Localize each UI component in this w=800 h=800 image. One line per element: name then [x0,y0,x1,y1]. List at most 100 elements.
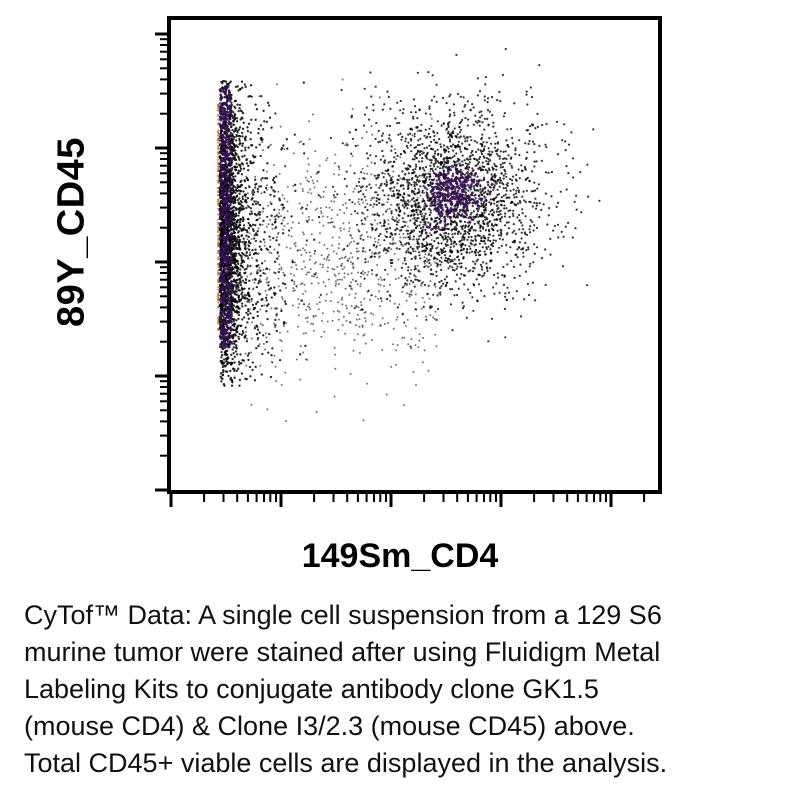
data-point [408,276,411,278]
data-point [509,177,512,181]
data-point [217,165,220,168]
data-point [447,232,450,236]
data-point [315,410,318,413]
data-point [435,318,438,321]
data-point [280,308,283,311]
data-point [221,370,225,374]
data-point [251,154,255,157]
data-point [223,353,226,356]
data-point [257,203,260,206]
data-point [302,260,305,263]
data-point [220,233,223,236]
data-point [249,312,252,315]
data-point [499,150,502,153]
data-point [408,295,411,298]
data-point [356,242,359,245]
data-point [435,274,438,277]
data-point [229,301,232,305]
data-point [343,276,346,279]
data-point [239,277,242,280]
data-point [300,208,302,210]
data-point [540,208,543,211]
data-point [224,370,227,373]
data-point [430,264,432,267]
data-point [420,284,423,287]
data-point [253,379,257,382]
data-point [377,241,379,244]
data-point [241,296,244,300]
data-point [242,121,245,124]
data-point [414,293,417,296]
data-point [217,286,220,289]
data-point [403,257,406,260]
data-point [463,238,466,241]
data-point [237,360,241,364]
data-point [313,262,316,265]
data-point [297,298,300,301]
data-point [374,295,377,298]
data-point [230,192,234,195]
data-point [231,308,235,311]
data-point [217,145,220,147]
data-point [467,270,470,273]
data-point [218,115,222,119]
data-point [236,218,240,222]
data-point [513,102,516,105]
data-point [520,237,523,240]
data-point [414,250,417,253]
data-point [220,356,223,359]
data-point [314,208,317,211]
data-point [223,313,226,316]
data-point [376,264,379,266]
data-point [251,248,254,252]
data-point [219,272,222,275]
data-point [250,337,253,340]
data-point [217,207,220,210]
data-point [402,404,405,407]
data-point [369,199,372,202]
data-point [363,172,366,175]
data-point [286,147,289,150]
data-point [434,333,437,336]
data-point [224,288,227,291]
data-point [340,256,343,259]
data-point [348,285,351,287]
data-point [220,282,223,286]
data-point [461,154,464,157]
data-point [404,236,407,239]
data-point [420,282,423,285]
data-point [220,109,224,112]
data-point [415,384,417,386]
data-point [378,96,381,99]
data-point [410,347,412,350]
data-point [428,127,431,130]
data-point [340,298,343,301]
data-point [336,213,339,216]
data-point [220,353,224,357]
data-point [484,76,487,79]
data-point [440,279,443,282]
data-point [237,335,240,339]
data-point [353,240,355,243]
data-point [504,193,507,196]
data-point [500,204,503,207]
data-point [217,137,220,140]
data-point [366,235,369,238]
data-point [428,107,431,110]
data-point [429,280,432,283]
data-point [379,221,382,224]
data-point [415,315,418,318]
data-point [241,163,245,166]
data-point [226,97,230,100]
data-point [220,340,223,343]
data-point [548,207,551,210]
data-point [390,248,393,251]
data-point [303,249,306,252]
data-point [230,353,233,356]
data-point [251,196,254,200]
data-point [441,96,445,100]
data-point [237,156,240,159]
data-point [248,232,251,235]
data-point [314,272,317,274]
data-point [372,205,375,208]
